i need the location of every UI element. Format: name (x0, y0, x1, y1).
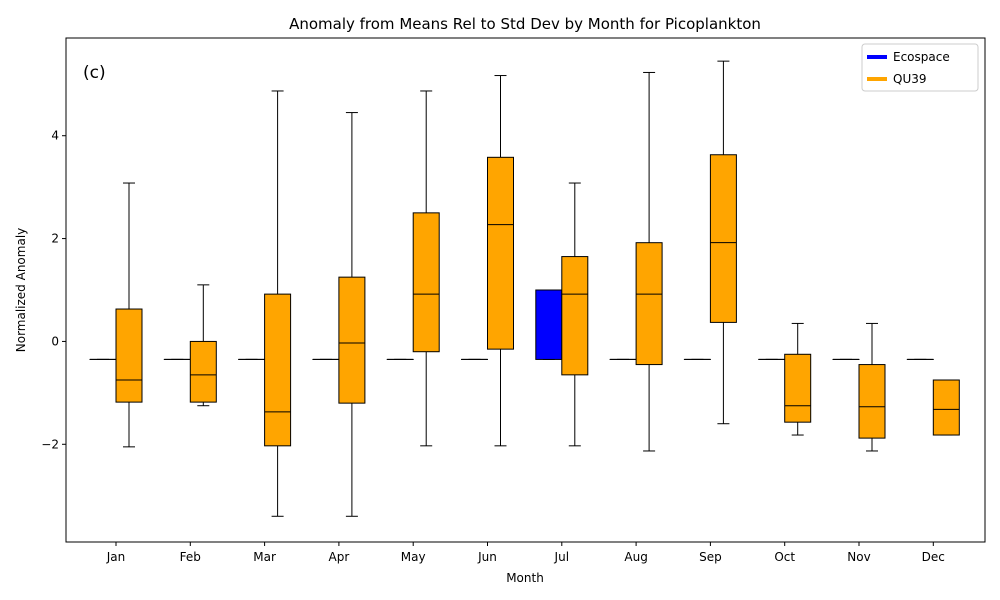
x-tick-label-jan: Jan (106, 550, 126, 564)
y-axis-ticks: −2 0 2 4 (41, 129, 66, 451)
iqr-box (858, 364, 886, 439)
box-qu39-aug (635, 71, 663, 452)
y-axis-label: Normalized Anomaly (14, 228, 28, 353)
box-qu39-jul (561, 182, 589, 447)
iqr-box (709, 154, 737, 323)
iqr-box (115, 308, 143, 403)
iqr-box (784, 353, 812, 423)
box-qu39-sep (709, 60, 737, 425)
x-tick-label-jul: Jul (554, 550, 569, 564)
panel-label: (c) (83, 63, 106, 83)
iqr-box (338, 276, 366, 404)
legend: Ecospace QU39 (861, 43, 979, 92)
chart-title: Anomaly from Means Rel to Std Dev by Mon… (289, 15, 761, 33)
x-tick-label-oct: Oct (774, 550, 795, 564)
plot-area (65, 37, 986, 543)
x-tick-label-apr: Apr (329, 550, 350, 564)
x-tick-label-dec: Dec (922, 550, 945, 564)
y-tick-label: 4 (51, 129, 59, 143)
box-qu39-nov (858, 322, 886, 452)
x-tick-label-mar: Mar (253, 550, 276, 564)
series-layer (89, 60, 960, 517)
x-tick-label-nov: Nov (847, 550, 870, 564)
iqr-box (535, 289, 563, 360)
box-qu39-apr (338, 112, 366, 517)
x-tick-label-sep: Sep (699, 550, 722, 564)
y-tick-label: −2 (41, 437, 59, 451)
legend-label-qu39: QU39 (893, 72, 927, 86)
iqr-box (189, 340, 217, 403)
box-qu39-mar (264, 90, 292, 517)
box-ecospace-jul (535, 289, 563, 360)
box-qu39-feb (189, 284, 217, 407)
x-tick-label-may: May (401, 550, 426, 564)
plot-frame (66, 38, 985, 542)
iqr-box (487, 156, 514, 350)
x-tick-label-aug: Aug (624, 550, 647, 564)
iqr-box (412, 212, 440, 353)
box-qu39-jun (487, 75, 514, 447)
iqr-box (561, 256, 589, 376)
y-tick-label: 2 (51, 232, 59, 246)
x-tick-label-jun: Jun (477, 550, 497, 564)
box-qu39-may (412, 90, 440, 447)
axes-border (65, 37, 986, 543)
legend-label-ecospace: Ecospace (893, 50, 950, 64)
iqr-box (635, 242, 663, 366)
box-qu39-jan (115, 182, 143, 448)
iqr-box (264, 293, 292, 447)
x-axis-label: Month (506, 571, 544, 585)
x-tick-label-feb: Feb (180, 550, 201, 564)
y-tick-label: 0 (51, 334, 59, 348)
legend-frame (861, 43, 979, 92)
iqr-box (932, 379, 960, 436)
box-qu39-oct (784, 322, 812, 436)
box-qu39-dec (932, 379, 960, 436)
x-axis-ticks: Jan Feb Mar Apr May Jun Jul Aug Sep Oct Nov Dec (106, 542, 945, 564)
